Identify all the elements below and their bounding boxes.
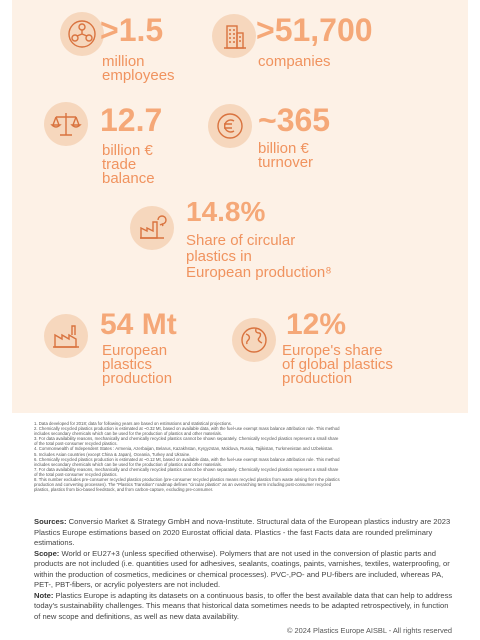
people-network-icon [68,20,96,48]
employees-label-2: employees [102,67,175,84]
production-label-2: plastics [102,356,153,373]
sources-label: Sources: [34,517,67,526]
employees-value: >1.5 [100,12,164,48]
footnotes-list: 1. Data developed for 2018; data for fol… [34,421,454,492]
scope-paragraph: Scope: World or EU27+3 (unless specified… [34,549,454,591]
trade-label-3: balance [102,170,155,187]
companies-label: companies [258,53,331,70]
factory-icon [53,325,79,348]
footnote-line: includes secondary chemicals which can b… [34,431,222,437]
trade-icon-badge [44,102,88,146]
copyright-notice: © 2024 Plastics Europe AISBL - All right… [287,626,452,635]
sources-block: Sources: Conversio Market & Strategy Gmb… [34,517,454,622]
sources-text: Conversio Market & Strategy GmbH and nov… [34,517,451,547]
circular-icon-badge [130,206,174,250]
production-label-3: production [102,370,173,387]
share-label-2: of global plastics [282,356,393,373]
scope-text: World or EU27+3 (unless specified otherw… [34,548,450,590]
footnote-line: of the total post-consumer recycled plas… [34,471,118,477]
circular-value: 14.8% [186,196,266,227]
scope-label: Scope: [34,548,60,558]
production-icon-badge [44,314,88,358]
euro-coin-icon [217,113,243,139]
share-label-3: production [282,370,353,387]
recycling-factory-icon [140,215,167,239]
share-value: 12% [286,308,347,341]
trade-label-2: trade [102,156,137,173]
footnote-line: 3. For data availability reasons, mechan… [34,436,339,442]
circular-label-2: plastics in [186,248,252,265]
footnote-line: plastics, plastics from bio-based feedst… [34,487,214,493]
footnote-line: 5. Includes Asian countries (except Chin… [34,451,191,457]
circular-label-1: Share of circular [186,232,296,249]
trade-label-1: billion € [102,142,153,159]
footnote-line: 7. For data availability reasons, mechan… [34,466,339,472]
turnover-icon-badge [208,104,252,148]
employees-label-1: million [102,53,145,70]
note-label: Note: [34,590,54,600]
share-label-1: Europe's share [282,342,383,359]
footnote-line: 8. This number excludes pre-consumer rec… [34,477,340,483]
note-text: Plastics Europe is adapting its datasets… [34,590,453,621]
note-paragraph: Note: Plastics Europe is adapting its da… [34,591,454,623]
globe-icon [241,327,267,353]
footnote-line: of the total post-consumer recycled plas… [34,441,118,447]
turnover-value: ~365 [258,102,331,138]
footnote-line: 1. Data developed for 2018; data for fol… [34,421,233,426]
sources-paragraph: Sources: Conversio Market & Strategy Gmb… [34,517,454,549]
turnover-label-1: billion € [258,140,309,157]
office-buildings-icon [224,25,246,49]
footnote-line: 4. Commonwealth of Independent States : … [34,446,334,452]
companies-icon-badge [212,14,256,58]
share-icon-badge [232,318,276,362]
companies-value: >51,700 [256,12,373,48]
footnote-line: 6. Chemically recycled plastics producti… [34,456,340,462]
footnote-line: production and converting processes). Th… [34,482,332,488]
balance-scale-icon [50,113,82,136]
production-value: 54 Mt [100,308,177,341]
trade-value: 12.7 [100,102,163,138]
employees-icon-badge [60,12,104,56]
circular-label-3: European production⁸ [186,264,332,281]
footnote-line: includes secondary chemicals which can b… [34,461,222,467]
turnover-label-2: turnover [258,154,314,171]
footnote-line: 2. Chemically recycled plastics producti… [34,426,340,432]
production-label-1: European [102,342,168,359]
